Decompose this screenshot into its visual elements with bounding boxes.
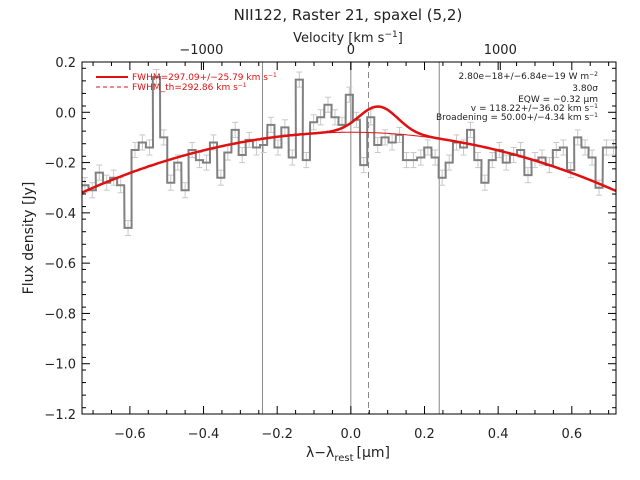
- x-tick-label: −0.2: [261, 427, 293, 442]
- plot-frame: [81, 61, 617, 415]
- velocity-tick-label: 0: [347, 43, 355, 58]
- top-axis-label-sup: −1: [384, 30, 397, 40]
- annotation-line-velocity: v = 118.22+/−36.02 km s−1: [471, 103, 598, 114]
- y-tick-label: 0.0: [55, 106, 76, 121]
- y-axis-label: Flux density [Jy]: [21, 182, 37, 295]
- x-axis-label-unit: [μm]: [357, 445, 390, 461]
- annotation-line-broadening: Broadening = 50.00+/−4.34 km s−1: [436, 112, 598, 123]
- x-axis-label-subscript: rest: [334, 453, 353, 464]
- annotation-velocity-text: v = 118.22+/−36.02 km s: [471, 104, 590, 114]
- legend-label-fwhm-th: FWHM_th=292.86 km s−1: [132, 82, 247, 93]
- left-axis: 0.2 0.0 −0.2 −0.4 −0.6 −0.8 −1.0 −1.2: [44, 56, 616, 423]
- y-tick-label: −0.4: [44, 207, 76, 222]
- y-tick-label: −0.2: [44, 157, 76, 172]
- top-axis: −1000 0 1000: [179, 43, 517, 70]
- legend-label-fwhm-th-sup: −1: [238, 82, 247, 89]
- x-tick-label: 0.4: [488, 427, 509, 442]
- annotation-line-sigma: 3.80σ: [572, 84, 598, 94]
- x-tick-label: 0.2: [414, 427, 435, 442]
- legend-label-fwhm: FWHM=297.09+/−25.79 km s−1: [132, 72, 277, 83]
- y-tick-label: −0.6: [44, 257, 76, 272]
- legend: FWHM=297.09+/−25.79 km s−1 FWHM_th=292.8…: [96, 72, 277, 93]
- annotation-eqw-text: EQW = −0.32 μm: [518, 95, 598, 105]
- top-axis-label-main: Velocity [km s: [293, 31, 385, 46]
- fit-total-line: [81, 105, 617, 194]
- annotation-sigma-text: 3.80σ: [572, 84, 598, 94]
- chart-title: NII122, Raster 21, spaxel (5,2): [234, 6, 463, 24]
- x-axis-label: λ−λrest [μm]: [306, 445, 390, 464]
- annotation-flux-text: 2.80e−18+/−6.84e−19 W m: [459, 72, 590, 82]
- spectrum-step-line: [81, 76, 617, 229]
- annotation-broadening-text: Broadening = 50.00+/−4.34 km s: [436, 113, 589, 123]
- legend-label-fwhm-sup: −1: [268, 72, 277, 79]
- fit-annotations: 2.80e−18+/−6.84e−19 W m−2 3.80σ EQW = −0…: [436, 71, 598, 123]
- annotation-line-eqw: EQW = −0.32 μm: [518, 95, 598, 105]
- y-tick-label: −1.2: [44, 408, 76, 423]
- annotation-velocity-sup: −1: [589, 103, 598, 110]
- annotation-flux-sup: −2: [589, 71, 598, 78]
- y-tick-label: 0.2: [55, 56, 76, 71]
- plot-content: [81, 62, 617, 414]
- legend-label-fwhm-text: FWHM=297.09+/−25.79 km s: [132, 73, 268, 83]
- annotation-line-flux: 2.80e−18+/−6.84e−19 W m−2: [459, 71, 599, 82]
- x-tick-label: −0.4: [188, 427, 220, 442]
- x-tick-label: −0.6: [114, 427, 146, 442]
- x-axis-label-main: λ−λ: [306, 445, 334, 461]
- y-tick-label: −1.0: [44, 358, 76, 373]
- velocity-tick-label: 1000: [484, 43, 517, 58]
- top-axis-label-end: ]: [398, 31, 403, 46]
- y-tick-label: −0.8: [44, 307, 76, 322]
- velocity-tick-label: −1000: [179, 43, 223, 58]
- bottom-axis: −0.6 −0.4 −0.2 0.0 0.2 0.4 0.6: [92, 62, 610, 442]
- x-tick-label: 0.6: [561, 427, 582, 442]
- x-tick-label: 0.0: [340, 427, 361, 442]
- legend-label-fwhm-th-text: FWHM_th=292.86 km s: [132, 83, 238, 93]
- annotation-broadening-sup: −1: [589, 112, 598, 119]
- top-axis-label: Velocity [km s−1]: [293, 30, 403, 46]
